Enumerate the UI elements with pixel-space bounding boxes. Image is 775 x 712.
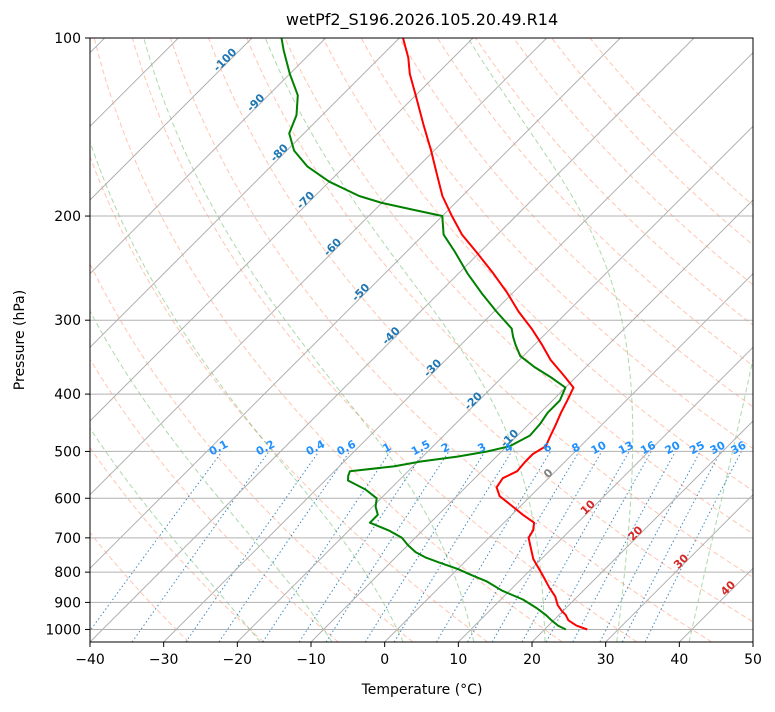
mixing-ratio-line <box>644 451 742 642</box>
moist-adiabat-line <box>143 38 475 642</box>
mixing-ratio-label: 30 <box>708 438 728 457</box>
mixing-ratio-line <box>218 451 351 642</box>
mixing-ratio-line <box>521 451 630 642</box>
mixing-ratio-label: 16 <box>638 438 658 457</box>
x-tick-label: −10 <box>296 652 326 668</box>
y-tick-label: 700 <box>54 531 81 547</box>
mixing-ratio-line <box>90 451 223 632</box>
x-tick-label: 0 <box>380 652 389 668</box>
moist-adiabat-line <box>264 38 546 642</box>
isotherm-gridline <box>531 420 753 642</box>
x-tick-label: 20 <box>523 652 541 668</box>
dry-adiabat-line <box>170 38 712 642</box>
y-tick-label: 300 <box>54 313 81 329</box>
mixing-ratio-label: 20 <box>663 438 683 457</box>
y-tick-label: 900 <box>54 595 81 611</box>
mixing-ratio-line <box>185 451 320 642</box>
dry-adiabat-line <box>398 38 753 408</box>
dry-adiabat-line <box>436 38 753 367</box>
dry-adiabat-line <box>284 38 753 535</box>
dry-adiabat-line <box>93 38 563 642</box>
isotherm-gridline <box>90 38 695 642</box>
mixing-ratio-line <box>393 451 513 642</box>
moist-adiabat-line <box>90 427 261 642</box>
isotherm-gridline <box>90 38 474 422</box>
temperature-profile-line <box>402 38 588 631</box>
mixing-ratio-line <box>298 451 425 642</box>
dry-adiabat-line <box>90 531 190 642</box>
x-tick-label: 50 <box>744 652 762 668</box>
y-tick-label: 400 <box>54 387 81 403</box>
moist-adiabat-line <box>688 356 753 642</box>
isotherm-gridline <box>457 346 753 642</box>
y-axis-label: Pressure (hPa) <box>12 290 28 390</box>
isotherm-gridline <box>605 493 753 642</box>
y-tick-label: 200 <box>54 209 81 225</box>
x-tick-label: 40 <box>670 652 688 668</box>
mixing-ratio-label: 25 <box>687 439 707 458</box>
mixing-ratio-line <box>545 451 652 642</box>
isotherm-gridline <box>163 51 753 642</box>
x-axis-label: Temperature (°C) <box>361 682 483 698</box>
chart-title: wetPf2_S196.2026.105.20.49.R14 <box>286 10 558 30</box>
isotherm-gridline <box>310 199 753 642</box>
isotherm-gridline <box>90 38 548 496</box>
dry-adiabat-line <box>246 38 753 578</box>
x-tick-label: −30 <box>149 652 179 668</box>
y-tick-label: 1000 <box>45 622 81 638</box>
isotherm-gridline <box>90 38 327 275</box>
y-tick-label: 800 <box>54 565 81 581</box>
mixing-ratio-label: 10 <box>589 438 609 457</box>
isotherm-gridline <box>384 272 753 642</box>
mixing-ratio-line <box>621 451 722 642</box>
mixing-ratio-label: 36 <box>729 438 749 457</box>
isotherm-gridline <box>90 38 621 570</box>
y-tick-label: 100 <box>54 31 81 47</box>
y-tick-label: 500 <box>54 444 81 460</box>
dry-adiabat-line <box>589 38 753 206</box>
x-tick-label: −40 <box>75 652 105 668</box>
dry-adiabat-line <box>208 38 753 623</box>
dry-adiabat-line <box>322 38 753 492</box>
axes: −40 −30 −20 −10 0 10 20 30 40 50 100 200 300 400 500 60… <box>45 31 762 668</box>
x-tick-label: −20 <box>223 652 253 668</box>
plot-frame <box>89 37 754 643</box>
x-tick-label: 10 <box>449 652 467 668</box>
mixing-ratio-line <box>572 451 676 642</box>
x-tick-label: 30 <box>597 652 615 668</box>
y-tick-label: 600 <box>54 491 81 507</box>
dry-adiabat-line <box>131 38 638 642</box>
mixing-ratio-label: 13 <box>616 439 636 458</box>
dry-adiabat-line <box>551 38 753 246</box>
mixing-ratio-line <box>325 451 450 642</box>
dry-adiabat-line <box>475 38 753 326</box>
plot-area <box>90 38 753 642</box>
dry-adiabat-line <box>90 358 339 642</box>
dry-adiabat-line <box>90 262 414 642</box>
dewpoint-profile-line <box>280 38 567 631</box>
mixing-ratio-line <box>262 451 391 642</box>
isotherm-gridline <box>90 38 400 349</box>
isotherm-gridline <box>90 38 253 201</box>
moist-adiabat-line <box>90 139 404 642</box>
moist-adiabat-line <box>90 310 333 642</box>
